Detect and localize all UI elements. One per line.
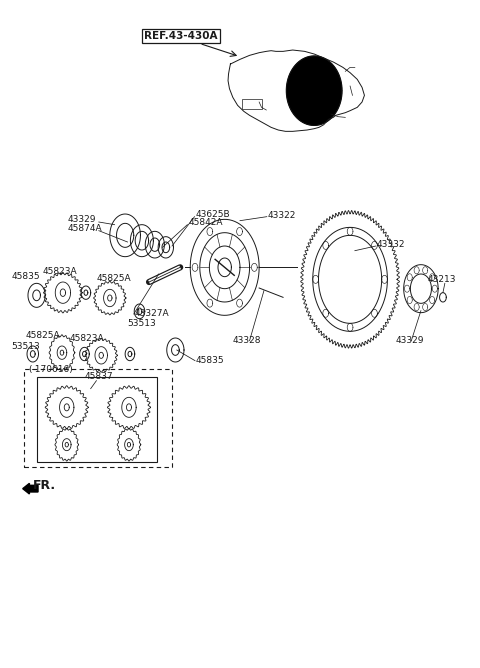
Text: 43329: 43329	[395, 335, 423, 345]
Text: 45825A: 45825A	[25, 331, 60, 340]
Text: 43332: 43332	[377, 240, 406, 249]
Text: 43329: 43329	[68, 215, 96, 224]
Text: 53513: 53513	[127, 319, 156, 328]
Text: 43328: 43328	[232, 336, 261, 345]
Text: 43213: 43213	[428, 275, 456, 284]
Text: 45825A: 45825A	[96, 274, 131, 283]
FancyArrow shape	[23, 484, 38, 494]
Text: 45835: 45835	[11, 273, 40, 281]
Text: 45835: 45835	[196, 355, 225, 365]
Polygon shape	[287, 56, 342, 126]
Text: 45837: 45837	[84, 372, 113, 381]
Text: 43327A: 43327A	[135, 309, 169, 318]
Text: 43625B: 43625B	[196, 210, 230, 218]
Text: (-170616): (-170616)	[28, 365, 73, 374]
Text: FR.: FR.	[33, 479, 56, 492]
Text: 45874A: 45874A	[68, 224, 102, 232]
Text: 45823A: 45823A	[70, 334, 104, 343]
Text: 43322: 43322	[268, 211, 296, 220]
Text: 45823A: 45823A	[43, 267, 77, 276]
Text: 45842A: 45842A	[188, 218, 223, 226]
Text: REF.43-430A: REF.43-430A	[144, 31, 218, 41]
Text: 53513: 53513	[11, 341, 40, 351]
